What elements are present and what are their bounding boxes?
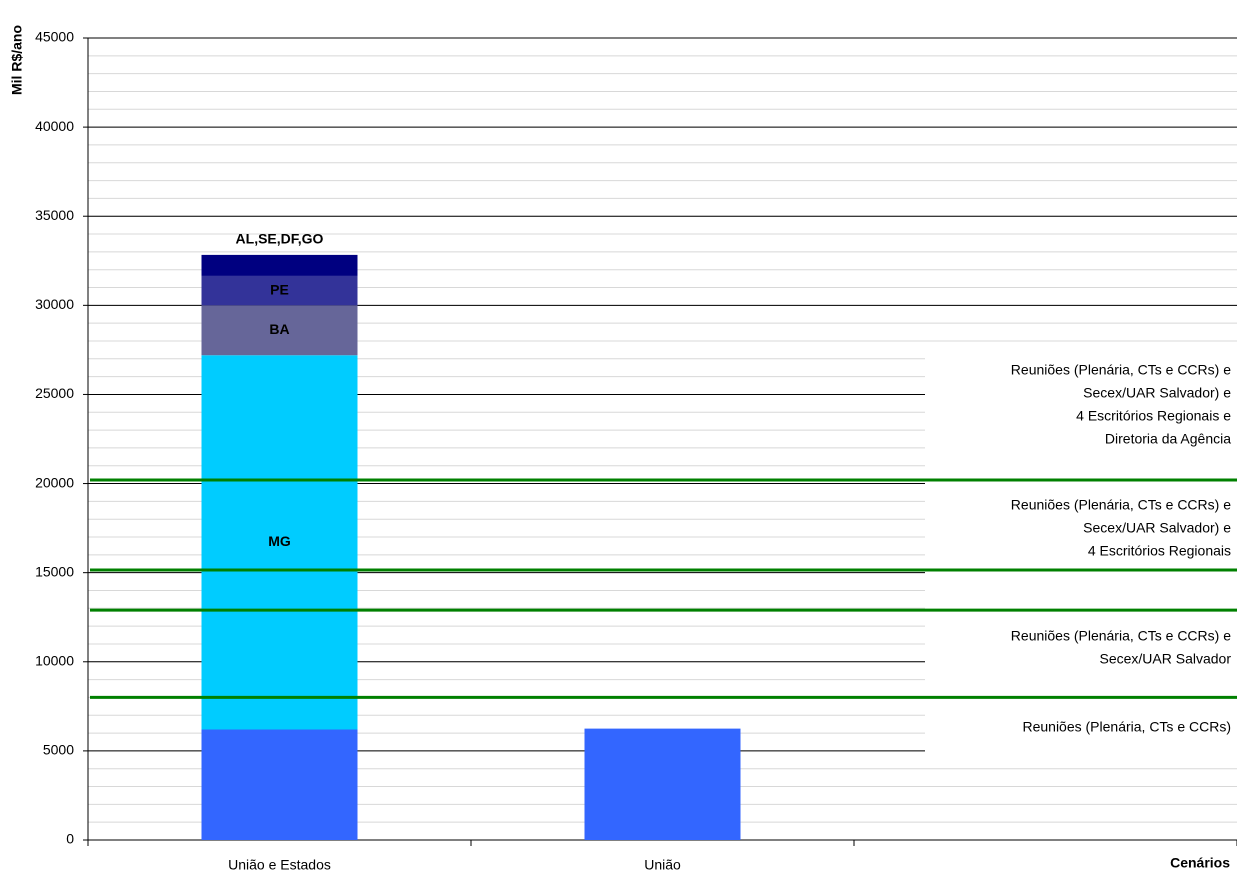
annotation-text: Reuniões (Plenária, CTs e CCRs) e	[1011, 362, 1231, 378]
y-tick-label: 45000	[35, 29, 74, 45]
x-axis-label: Cenários	[1170, 855, 1230, 871]
y-tick-label: 10000	[35, 652, 74, 668]
annotation-text: Reuniões (Plenária, CTs e CCRs) e	[1011, 497, 1231, 513]
bar-segment	[584, 728, 741, 840]
bar-segment	[201, 305, 358, 356]
bar-segment	[201, 254, 358, 276]
segment-label: BA	[269, 321, 289, 337]
annotation-text: Secex/UAR Salvador	[1099, 651, 1231, 667]
annotation-text: Reuniões (Plenária, CTs e CCRs)	[1022, 719, 1231, 735]
y-tick-label: 30000	[35, 296, 74, 312]
y-tick-label: 25000	[35, 385, 74, 401]
y-tick-label: 5000	[43, 742, 74, 758]
y-tick-label: 20000	[35, 474, 74, 490]
x-tick-label: União	[644, 857, 681, 872]
annotation-text: 4 Escritórios Regionais	[1088, 543, 1231, 559]
y-tick-label: 35000	[35, 207, 74, 223]
annotation-text: Secex/UAR Salvador) e	[1083, 520, 1231, 536]
annotation-text: Secex/UAR Salvador) e	[1083, 385, 1231, 401]
y-axis-label: Mil R$/ano	[9, 25, 25, 95]
bar-segment	[201, 355, 358, 730]
annotation-text: 4 Escritórios Regionais e	[1076, 408, 1231, 424]
y-tick-label: 40000	[35, 118, 74, 134]
bar-segment	[201, 275, 358, 306]
annotation-text: Reuniões (Plenária, CTs e CCRs) e	[1011, 628, 1231, 644]
bar-segment	[201, 729, 358, 840]
x-tick-label: União e Estados	[228, 857, 331, 872]
y-tick-label: 0	[66, 831, 74, 847]
segment-label: PE	[270, 281, 289, 297]
segment-label: AL,SE,DF,GO	[236, 231, 324, 247]
y-tick-label: 15000	[35, 563, 74, 579]
annotation-text: Diretoria da Agência	[1105, 431, 1231, 447]
annotation-panel	[925, 345, 1237, 765]
segment-label: MG	[268, 533, 291, 549]
